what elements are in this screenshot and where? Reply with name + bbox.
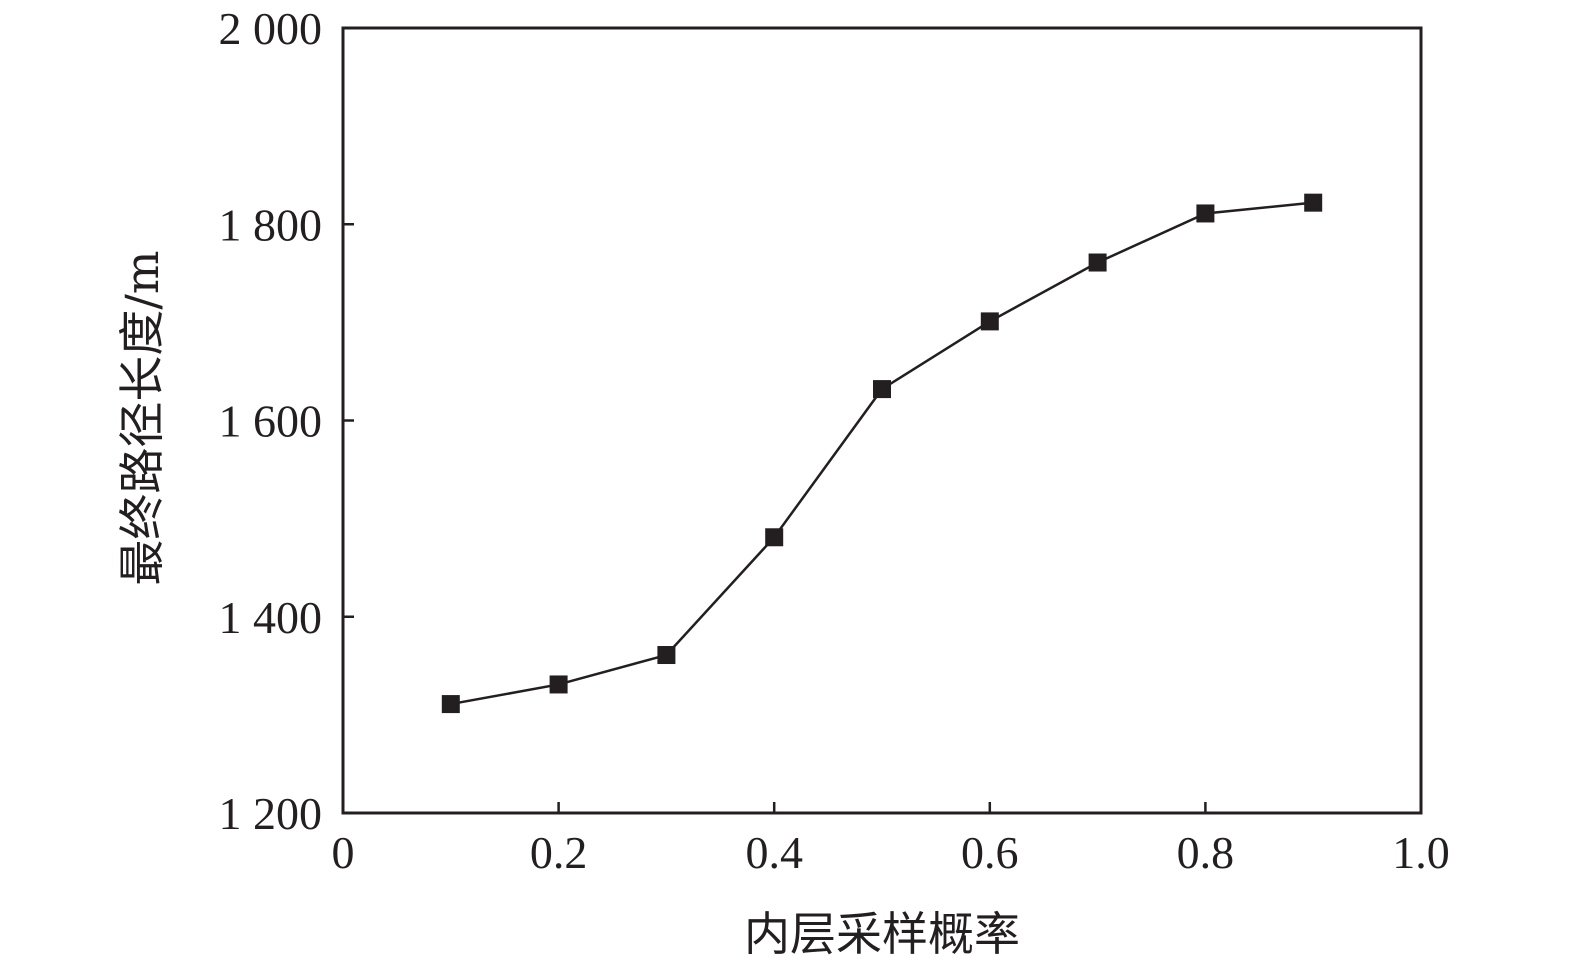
x-tick-label: 0.4 <box>745 827 803 878</box>
data-point-marker <box>657 646 676 665</box>
data-point-marker <box>765 528 784 547</box>
data-point-marker <box>1196 204 1215 223</box>
y-axis-title: 最终路径长度/m <box>115 250 169 585</box>
y-tick-label: 1 800 <box>219 199 323 250</box>
data-point-marker <box>980 312 999 331</box>
x-axis-ticks: 0 0.2 0.4 0.6 0.8 1.0 <box>332 802 1450 878</box>
y-tick-label: 2 000 <box>219 3 323 54</box>
x-tick-label: 0.8 <box>1177 827 1235 878</box>
x-axis-title: 内层采样概率 <box>744 907 1020 961</box>
data-point-marker <box>873 380 891 399</box>
y-axis-ticks: 1 200 1 400 1 600 1 800 2 000 <box>219 3 354 839</box>
x-tick-label: 1.0 <box>1392 827 1450 878</box>
series-line <box>450 201 1314 706</box>
series-layer <box>441 193 1323 714</box>
y-tick-label: 1 200 <box>219 788 323 839</box>
x-tick-label: 0.6 <box>961 827 1019 878</box>
y-tick-label: 1 400 <box>219 592 323 643</box>
y-tick-label: 1 600 <box>219 396 323 447</box>
data-point-marker <box>441 695 460 714</box>
data-point-marker <box>549 675 568 694</box>
x-tick-label: 0.2 <box>530 827 588 878</box>
data-point-marker <box>1088 253 1107 272</box>
x-tick-label: 0 <box>332 827 355 878</box>
data-point-marker <box>1304 193 1323 212</box>
